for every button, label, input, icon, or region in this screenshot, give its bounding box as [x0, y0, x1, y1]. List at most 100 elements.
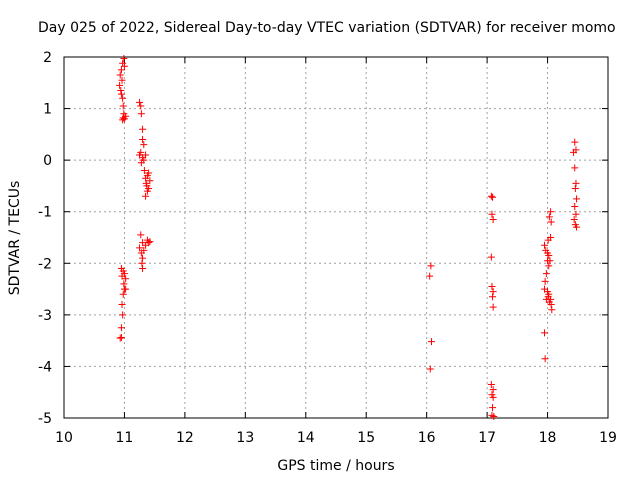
data-point: [117, 90, 125, 98]
data-point: [490, 412, 498, 420]
data-point: [541, 277, 549, 285]
data-point: [426, 365, 434, 373]
data-point: [571, 203, 579, 211]
data-point: [572, 210, 580, 218]
data-point: [117, 324, 125, 332]
y-tick-label: 0: [43, 153, 52, 169]
data-point: [137, 231, 145, 239]
data-point: [117, 87, 125, 95]
data-point: [140, 141, 148, 149]
data-point: [545, 252, 553, 260]
data-point: [488, 210, 496, 218]
data-point: [488, 282, 496, 290]
data-point: [116, 71, 124, 79]
data-points: [116, 55, 581, 420]
data-point: [547, 301, 555, 309]
x-tick-label: 12: [176, 430, 194, 446]
data-point: [489, 293, 497, 301]
data-point: [145, 185, 153, 193]
data-point: [137, 110, 145, 118]
x-tick-label: 16: [418, 430, 436, 446]
data-point: [489, 193, 497, 201]
data-point: [548, 306, 556, 314]
data-point: [489, 393, 497, 401]
data-point: [118, 76, 126, 84]
data-point: [140, 166, 148, 174]
chart-title: Day 025 of 2022, Sidereal Day-to-day VTE…: [38, 20, 616, 36]
data-point: [138, 259, 146, 267]
data-point: [122, 275, 130, 283]
data-point: [487, 253, 495, 261]
data-point: [571, 138, 579, 146]
data-point: [487, 380, 495, 388]
data-point: [573, 195, 581, 203]
data-point: [487, 192, 495, 200]
data-point: [116, 334, 124, 342]
data-point: [137, 159, 145, 167]
x-axis-label: GPS time / hours: [277, 458, 394, 474]
data-point: [119, 116, 127, 124]
data-point: [117, 334, 125, 342]
data-point: [488, 411, 496, 419]
data-point: [142, 192, 150, 200]
y-tick-label: 2: [43, 50, 52, 66]
data-point: [489, 404, 497, 412]
data-point: [142, 179, 150, 187]
data-point: [489, 288, 497, 296]
x-tick-label: 10: [55, 430, 73, 446]
y-axis-label: SDTVAR / TECUs: [7, 181, 23, 296]
data-point: [140, 246, 148, 254]
data-point: [426, 272, 434, 280]
data-point: [570, 148, 578, 156]
data-point: [122, 285, 130, 293]
data-point: [136, 98, 144, 106]
data-point: [547, 208, 555, 216]
y-tick-label: -1: [38, 205, 52, 221]
data-point: [139, 264, 147, 272]
x-tick-label: 19: [599, 430, 617, 446]
data-point: [489, 215, 497, 223]
data-point: [428, 338, 436, 346]
y-tick-label: -5: [38, 411, 52, 427]
data-point: [120, 62, 128, 70]
data-point: [544, 236, 552, 244]
data-point: [541, 355, 549, 363]
data-point: [118, 301, 126, 309]
data-point: [119, 311, 127, 319]
x-tick-label: 15: [357, 430, 375, 446]
data-point: [146, 238, 154, 246]
data-point: [122, 112, 130, 120]
data-point: [119, 290, 127, 298]
data-point: [139, 125, 147, 133]
data-point: [541, 241, 549, 249]
data-point: [571, 185, 579, 193]
data-point: [545, 262, 553, 270]
data-point: [119, 59, 127, 67]
data-point: [572, 179, 580, 187]
data-point: [542, 295, 550, 303]
data-point: [145, 169, 153, 177]
data-point: [119, 94, 127, 102]
data-point: [118, 272, 126, 280]
data-point: [136, 244, 144, 252]
data-point: [547, 218, 555, 226]
data-point: [570, 215, 578, 223]
x-tick-label: 13: [236, 430, 254, 446]
data-point: [544, 257, 552, 265]
x-tick-label: 18: [539, 430, 557, 446]
data-point: [120, 280, 128, 288]
grid-lines: [64, 57, 608, 418]
data-point: [541, 329, 549, 337]
x-tick-label: 17: [478, 430, 496, 446]
data-point: [119, 102, 127, 110]
data-point: [427, 262, 435, 270]
x-tick-label: 11: [116, 430, 134, 446]
x-tick-label: 14: [297, 430, 315, 446]
y-tick-label: 1: [43, 102, 52, 118]
data-point: [542, 270, 550, 278]
data-point: [142, 241, 150, 249]
data-point: [116, 81, 124, 89]
